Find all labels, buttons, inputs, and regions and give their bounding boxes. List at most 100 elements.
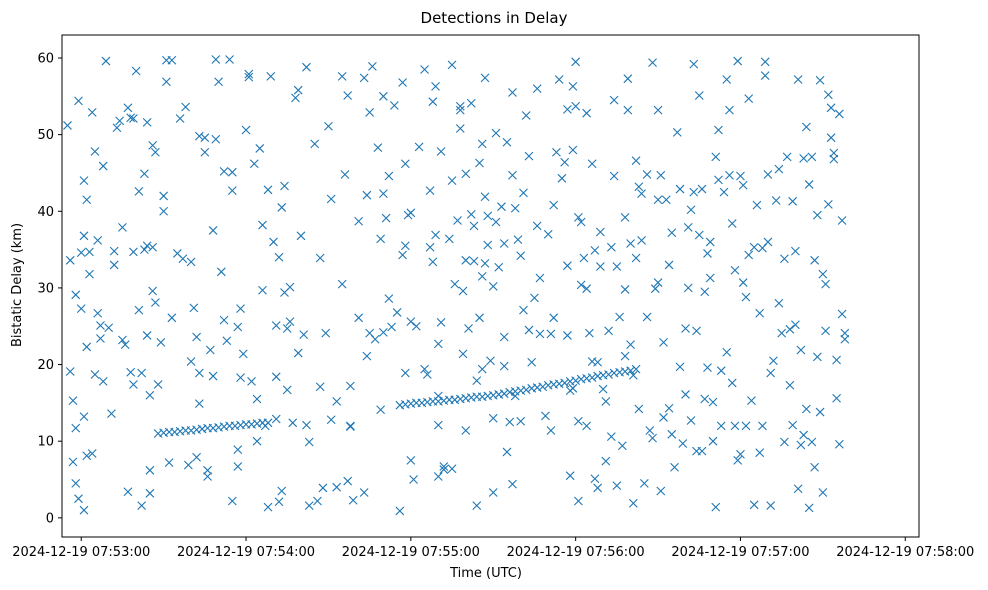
detection-marker [381,213,391,223]
detection-marker [574,416,583,426]
detection-marker [354,216,364,226]
detection-marker [736,449,745,459]
detection-marker [326,194,336,204]
detection-marker [488,281,498,291]
detection-marker [565,471,575,481]
detection-marker [236,304,245,313]
detection-marker [689,59,699,69]
detection-marker [648,433,657,443]
detection-marker [411,321,421,331]
detection-marker [156,337,166,347]
detection-marker [480,73,490,83]
detection-marker [519,188,528,198]
detection-marker [791,320,800,330]
detection-marker [315,382,325,392]
detection-marker [362,351,372,361]
detection-marker [65,367,75,376]
detection-marker [823,199,833,209]
detection-marker [785,324,795,334]
detection-marker [653,195,663,205]
detection-marker [840,334,850,344]
x-tick-label: 2024-12-19 07:53:00 [12,545,150,560]
detection-marker [804,180,814,189]
detection-marker [252,394,262,404]
y-axis-ticks: 0 10 20 30 40 50 60 [37,51,62,526]
detection-marker [302,420,311,430]
detection-marker [378,327,388,337]
detection-marker [304,437,314,447]
detection-marker [675,184,685,194]
detection-marker [733,455,743,465]
detection-marker [376,234,386,244]
detection-marker [683,283,693,293]
detection-marker [631,364,641,374]
detection-marker [653,105,663,115]
x-axis-label: Time (UTC) [449,566,522,581]
detection-marker [137,501,147,510]
detection-marker [167,313,177,323]
detection-marker [486,356,495,366]
detection-marker [354,313,364,323]
detection-marker [164,458,174,468]
detection-marker [247,377,256,386]
detection-marker [126,367,136,377]
detection-marker [554,75,564,84]
detection-marker [472,501,482,510]
x-tick-label: 2024-12-19 07:54:00 [177,545,315,560]
detection-marker [494,262,504,272]
detection-marker [722,75,732,84]
detection-marker [194,131,204,141]
detection-marker [749,242,759,252]
detection-marker [304,501,314,510]
detection-marker [406,208,416,218]
detection-marker [367,62,377,71]
detection-marker [747,396,756,405]
detection-marker [818,269,828,279]
detection-marker [461,255,471,265]
x-tick-label: 2024-12-19 07:58:00 [836,545,974,560]
detection-marker [79,412,89,422]
detection-marker [340,170,350,179]
detection-marker [203,465,212,475]
detection-marker [310,139,320,149]
detection-marker [832,355,841,365]
detection-marker [112,123,122,133]
detection-marker [667,429,677,439]
detection-marker [705,237,715,247]
detection-marker [332,482,342,492]
detection-marker [510,203,520,213]
detection-marker [192,332,201,342]
detection-marker [508,170,517,180]
detection-marker [98,377,108,386]
detection-marker [780,437,789,447]
detection-marker [161,77,171,87]
detection-marker [626,340,635,350]
detection-marker [461,426,471,435]
detection-marker [90,147,100,156]
detection-marker [568,81,578,91]
detection-marker [667,228,677,238]
detection-marker [574,496,583,506]
detection-marker [714,125,723,135]
detection-marker [346,422,355,432]
detection-marker [499,332,509,342]
detection-marker [134,186,144,196]
detection-marker [258,285,267,295]
detection-marker [433,420,443,430]
detection-marker [68,457,78,467]
detection-marker [763,237,773,247]
detection-marker [563,331,572,340]
detection-marker [683,222,693,232]
detection-marker [812,352,822,362]
detection-marker [543,229,553,239]
detection-marker [678,439,688,448]
detection-marker [263,418,273,428]
detection-marker [656,486,666,496]
detection-marker [502,447,512,457]
detection-marker [703,249,712,258]
detection-marker [716,421,726,431]
detection-marker [744,94,754,104]
detection-marker [313,496,322,506]
detection-marker [612,481,622,491]
detection-marker [796,440,806,450]
